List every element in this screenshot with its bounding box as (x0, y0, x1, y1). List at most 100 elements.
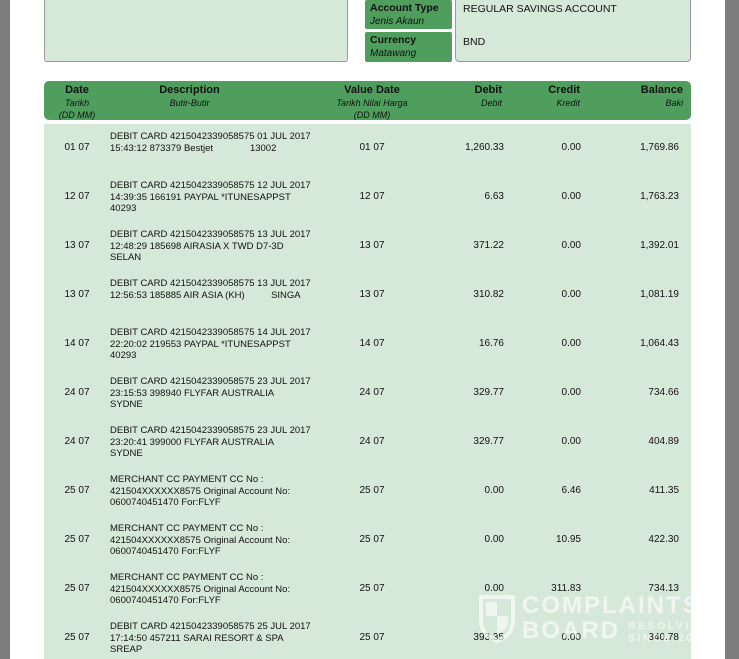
statement-rows: 01 07 DEBIT CARD 4215042339058575 01 JUL … (44, 124, 691, 659)
date-cell: 25 07 (64, 485, 90, 496)
balance-cell: 404.89 (648, 436, 679, 447)
column-header-credit: Credit Kredit (506, 81, 586, 121)
description-cell: DEBIT CARD 4215042339058575 12 JUL 2017 … (110, 180, 311, 214)
statement-content: Account Type Jenis Akaun Currency Matawa… (44, 0, 691, 659)
account-type-label: Account Type (370, 2, 439, 14)
value-date-cell: 01 07 (359, 142, 385, 153)
currency-label: Currency (370, 34, 417, 46)
credit-cell: 0.00 (561, 632, 581, 643)
table-row: 13 07 DEBIT CARD 4215042339058575 13 JUL … (44, 271, 691, 320)
credit-cell: 0.00 (561, 387, 581, 398)
account-type-value: REGULAR SAVINGS ACCOUNT (463, 3, 617, 15)
credit-cell: 311.83 (551, 583, 581, 594)
column-header-date: Date Tarikh (DD MM) (44, 81, 110, 121)
balance-cell: 1,769.86 (640, 142, 679, 153)
header-label: Credit (548, 84, 580, 96)
header-label: Date (65, 84, 89, 96)
currency-label-native: Matawang (370, 48, 417, 59)
header-sublabel: Butir-Butir (169, 98, 210, 108)
header-sublabel: Tarikh Nilai Harga (336, 98, 408, 108)
date-cell: 14 07 (64, 338, 90, 349)
account-info-labels: Account Type Jenis Akaun Currency Matawa… (365, 0, 452, 62)
debit-cell: 393.35 (473, 632, 504, 643)
column-header-description: Description Butir-Butir (110, 81, 329, 121)
header-sublabel2: (DD MM) (353, 110, 391, 120)
balance-cell: 1,064.43 (640, 338, 679, 349)
credit-cell: 0.00 (561, 191, 581, 202)
header-label: Balance (640, 84, 683, 96)
table-row: 25 07 MERCHANT CC PAYMENT CC No : 421504X… (44, 516, 691, 565)
statement-page: Account Type Jenis Akaun Currency Matawa… (10, 0, 725, 659)
debit-cell: 310.82 (473, 289, 504, 300)
debit-cell: 371.22 (473, 240, 504, 251)
credit-cell: 0.00 (561, 436, 581, 447)
description-cell: DEBIT CARD 4215042339058575 13 JUL 2017 … (110, 229, 311, 263)
account-type-label-native: Jenis Akaun (370, 16, 425, 27)
description-cell: DEBIT CARD 4215042339058575 01 JUL 2017 … (110, 131, 311, 154)
date-cell: 13 07 (64, 289, 90, 300)
table-row: 25 07 MERCHANT CC PAYMENT CC No : 421504X… (44, 565, 691, 614)
debit-cell: 0.00 (484, 485, 504, 496)
table-row: 25 07 MERCHANT CC PAYMENT CC No : 421504X… (44, 467, 691, 516)
table-row: 13 07 DEBIT CARD 4215042339058575 13 JUL … (44, 222, 691, 271)
description-cell: MERCHANT CC PAYMENT CC No : 421504XXXXXX… (110, 474, 291, 508)
column-header-value-date: Value Date Tarikh Nilai Harga (DD MM) (329, 81, 415, 121)
value-date-cell: 12 07 (359, 191, 385, 202)
debit-cell: 0.00 (484, 534, 504, 545)
value-date-cell: 25 07 (359, 534, 385, 545)
description-cell: DEBIT CARD 4215042339058575 23 JUL 2017 … (110, 376, 311, 410)
header-sublabel: Tarikh (64, 98, 90, 108)
currency-value: BND (463, 36, 486, 48)
table-row: 24 07 DEBIT CARD 4215042339058575 23 JUL … (44, 369, 691, 418)
account-info-section: Account Type Jenis Akaun Currency Matawa… (44, 0, 691, 62)
header-sublabel2: (DD MM) (58, 110, 96, 120)
header-sublabel: Debit (480, 98, 502, 108)
date-cell: 12 07 (64, 191, 90, 202)
description-cell: DEBIT CARD 4215042339058575 23 JUL 2017 … (110, 425, 311, 459)
currency-label-cell: Currency Matawang (365, 32, 452, 62)
statement-table-header: Date Tarikh (DD MM) Description Butir-Bu… (44, 81, 691, 120)
table-row: 14 07 DEBIT CARD 4215042339058575 14 JUL … (44, 320, 691, 369)
value-date-cell: 25 07 (359, 583, 385, 594)
credit-cell: 0.00 (561, 240, 581, 251)
header-sublabel: Baki (665, 98, 683, 108)
debit-cell: 329.77 (473, 436, 504, 447)
header-label: Value Date (344, 84, 400, 96)
header-sublabel: Kredit (556, 98, 580, 108)
description-cell: DEBIT CARD 4215042339058575 13 JUL 2017 … (110, 278, 311, 301)
date-cell: 25 07 (64, 632, 90, 643)
credit-cell: 0.00 (561, 142, 581, 153)
table-row: 25 07 DEBIT CARD 4215042339058575 25 JUL … (44, 614, 691, 659)
balance-cell: 1,081.19 (640, 289, 679, 300)
header-label: Description (159, 84, 220, 96)
date-cell: 01 07 (64, 142, 90, 153)
debit-cell: 329.77 (473, 387, 504, 398)
spacer (348, 0, 365, 62)
description-cell: MERCHANT CC PAYMENT CC No : 421504XXXXXX… (110, 572, 291, 606)
date-cell: 24 07 (64, 387, 90, 398)
value-date-cell: 14 07 (359, 338, 385, 349)
debit-cell: 16.76 (478, 338, 504, 349)
date-cell: 25 07 (64, 583, 90, 594)
balance-cell: 734.13 (648, 583, 679, 594)
value-date-cell: 13 07 (359, 240, 385, 251)
description-cell: DEBIT CARD 4215042339058575 25 JUL 2017 … (110, 621, 311, 655)
column-header-debit: Debit Debit (415, 81, 506, 121)
balance-cell: 411.35 (649, 485, 679, 496)
balance-cell: 340.78 (648, 632, 679, 643)
date-cell: 24 07 (64, 436, 90, 447)
date-cell: 13 07 (64, 240, 90, 251)
account-type-label-cell: Account Type Jenis Akaun (365, 0, 452, 29)
value-date-cell: 25 07 (359, 632, 385, 643)
table-row: 24 07 DEBIT CARD 4215042339058575 23 JUL … (44, 418, 691, 467)
account-holder-panel (44, 0, 348, 62)
balance-cell: 1,392.01 (640, 240, 679, 251)
table-row: 12 07 DEBIT CARD 4215042339058575 12 JUL … (44, 173, 691, 222)
header-label: Debit (474, 84, 503, 96)
balance-cell: 1,763.23 (640, 191, 679, 202)
description-cell: DEBIT CARD 4215042339058575 14 JUL 2017 … (110, 327, 311, 361)
credit-cell: 10.95 (555, 534, 581, 545)
account-info-values: REGULAR SAVINGS ACCOUNT BND (455, 0, 691, 62)
table-row: 01 07 DEBIT CARD 4215042339058575 01 JUL … (44, 124, 691, 173)
balance-cell: 422.30 (648, 534, 679, 545)
